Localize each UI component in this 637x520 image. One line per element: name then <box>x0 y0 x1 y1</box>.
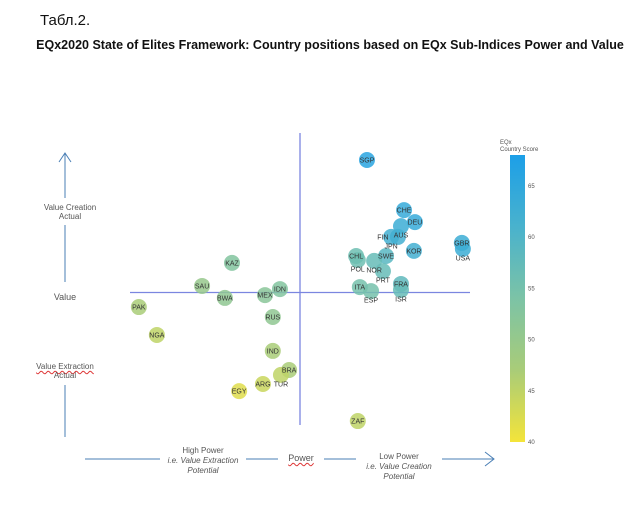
y-bottom-label-line1: Value Extraction <box>36 362 94 371</box>
x-arrowhead-icon <box>484 451 495 467</box>
point-marker-ind <box>264 342 281 359</box>
point-label-nor: NOR <box>366 267 382 274</box>
colorbar-tick-label: 60 <box>528 235 535 241</box>
point-marker-isr <box>392 281 409 298</box>
x-right-label-line3: Potential <box>383 472 415 481</box>
point-label-bra: BRA <box>282 368 297 375</box>
chart-title: EQx2020 State of Elites Framework: Count… <box>36 38 624 52</box>
point-label-sgp: SGP <box>360 157 375 164</box>
point-labels: SGP CHE DEU AUS JPN FIN GBR USA KOR CHL POL SWE NOR P… <box>132 157 470 425</box>
point-marker-bwa <box>216 289 233 306</box>
y-top-label-line2: Actual <box>58 212 82 221</box>
point-label-idn: IDN <box>274 287 286 294</box>
point-label-tur: TUR <box>274 381 288 388</box>
point-marker-deu <box>406 214 423 231</box>
point-label-aus: AUS <box>394 233 409 240</box>
point-marker-zaf <box>349 413 366 430</box>
x-axis-arrow <box>85 451 495 467</box>
y-axis-label: Value <box>53 292 77 302</box>
point-marker-kor <box>405 242 422 259</box>
point-label-rus: RUS <box>265 315 280 322</box>
point-label-prt: PRT <box>376 278 391 285</box>
point-label-isr: ISR <box>395 296 407 303</box>
x-left-label-line3: Potential <box>187 466 219 475</box>
colorbar-tick-label: 55 <box>528 286 535 292</box>
point-marker-prt <box>374 263 391 280</box>
x-right-label-line1: Low Power <box>379 452 419 461</box>
x-right-label-line2: i.e. Value Creation <box>366 462 432 471</box>
point-label-egy: EGY <box>232 389 247 396</box>
point-label-pak: PAK <box>132 305 146 312</box>
point-marker-kaz <box>224 254 240 271</box>
point-marker-idn <box>271 281 288 298</box>
point-label-fra: FRA <box>394 281 408 288</box>
y-up-arrowhead-icon <box>58 152 72 163</box>
point-label-chl: CHL <box>349 254 363 261</box>
point-label-kor: KOR <box>406 248 421 255</box>
point-marker-pak <box>130 299 147 316</box>
colorbar-tick-label: 65 <box>528 184 535 190</box>
colorbar-tick-label: 50 <box>528 338 535 344</box>
point-label-fin: FIN <box>377 234 388 241</box>
point-label-esp: ESP <box>364 298 378 305</box>
point-label-ita: ITA <box>355 285 366 292</box>
colorbar-tick-label: 45 <box>528 389 535 395</box>
colorbar-title-line1: EQx <box>500 140 512 146</box>
point-label-arg: ARG <box>255 381 270 388</box>
point-label-mex: MEX <box>257 293 273 300</box>
y-top-label-line1: Value Creation <box>43 203 97 212</box>
point-label-pol: POL <box>351 267 365 274</box>
x-left-label-line1: High Power <box>182 446 224 455</box>
point-marker-sgp <box>358 151 375 168</box>
point-label-sau: SAU <box>195 283 209 290</box>
point-label-usa: USA <box>456 255 471 262</box>
point-marker-mex <box>256 287 273 304</box>
point-label-swe: SWE <box>378 254 394 261</box>
point-marker-usa <box>454 240 471 257</box>
table-label: Табл.2. <box>40 12 91 29</box>
colorbar-title: EQx Country Score <box>500 140 538 154</box>
colorbar <box>510 155 525 442</box>
point-label-jpn: JPN <box>385 243 398 250</box>
point-label-zaf: ZAF <box>351 419 364 426</box>
colorbar-tick-label: 40 <box>528 440 535 446</box>
point-markers <box>130 151 471 430</box>
point-label-ind: IND <box>267 348 279 355</box>
colorbar-title-line2: Country Score <box>500 147 539 153</box>
point-marker-fin <box>389 228 406 245</box>
point-marker-pol <box>349 252 366 269</box>
point-label-bwa: BWA <box>217 295 233 302</box>
x-left-label: High Power i.e. Value Extraction Potenti… <box>158 446 248 476</box>
point-marker-sau <box>194 277 211 294</box>
point-marker-egy <box>231 383 248 400</box>
x-right-label: Low Power i.e. Value Creation Potential <box>352 452 446 482</box>
y-top-label: Value Creation Actual <box>30 203 110 221</box>
point-marker-rus <box>264 309 281 326</box>
y-bottom-label-line2: Actual <box>53 371 77 380</box>
point-label-che: CHE <box>397 208 412 215</box>
x-left-label-line2: i.e. Value Extraction <box>167 456 239 465</box>
y-bottom-label: Value Extraction Actual <box>25 362 105 380</box>
point-marker-che <box>396 202 413 219</box>
point-marker-esp <box>363 283 380 300</box>
point-label-kaz: KAZ <box>225 260 239 267</box>
point-marker-nga <box>148 326 165 343</box>
point-marker-tur <box>272 366 289 383</box>
point-marker-arg <box>254 375 271 392</box>
point-label-gbr: GBR <box>454 240 469 247</box>
point-label-nga: NGA <box>149 332 165 339</box>
x-axis-label: Power <box>288 453 314 463</box>
point-label-deu: DEU <box>408 220 423 227</box>
